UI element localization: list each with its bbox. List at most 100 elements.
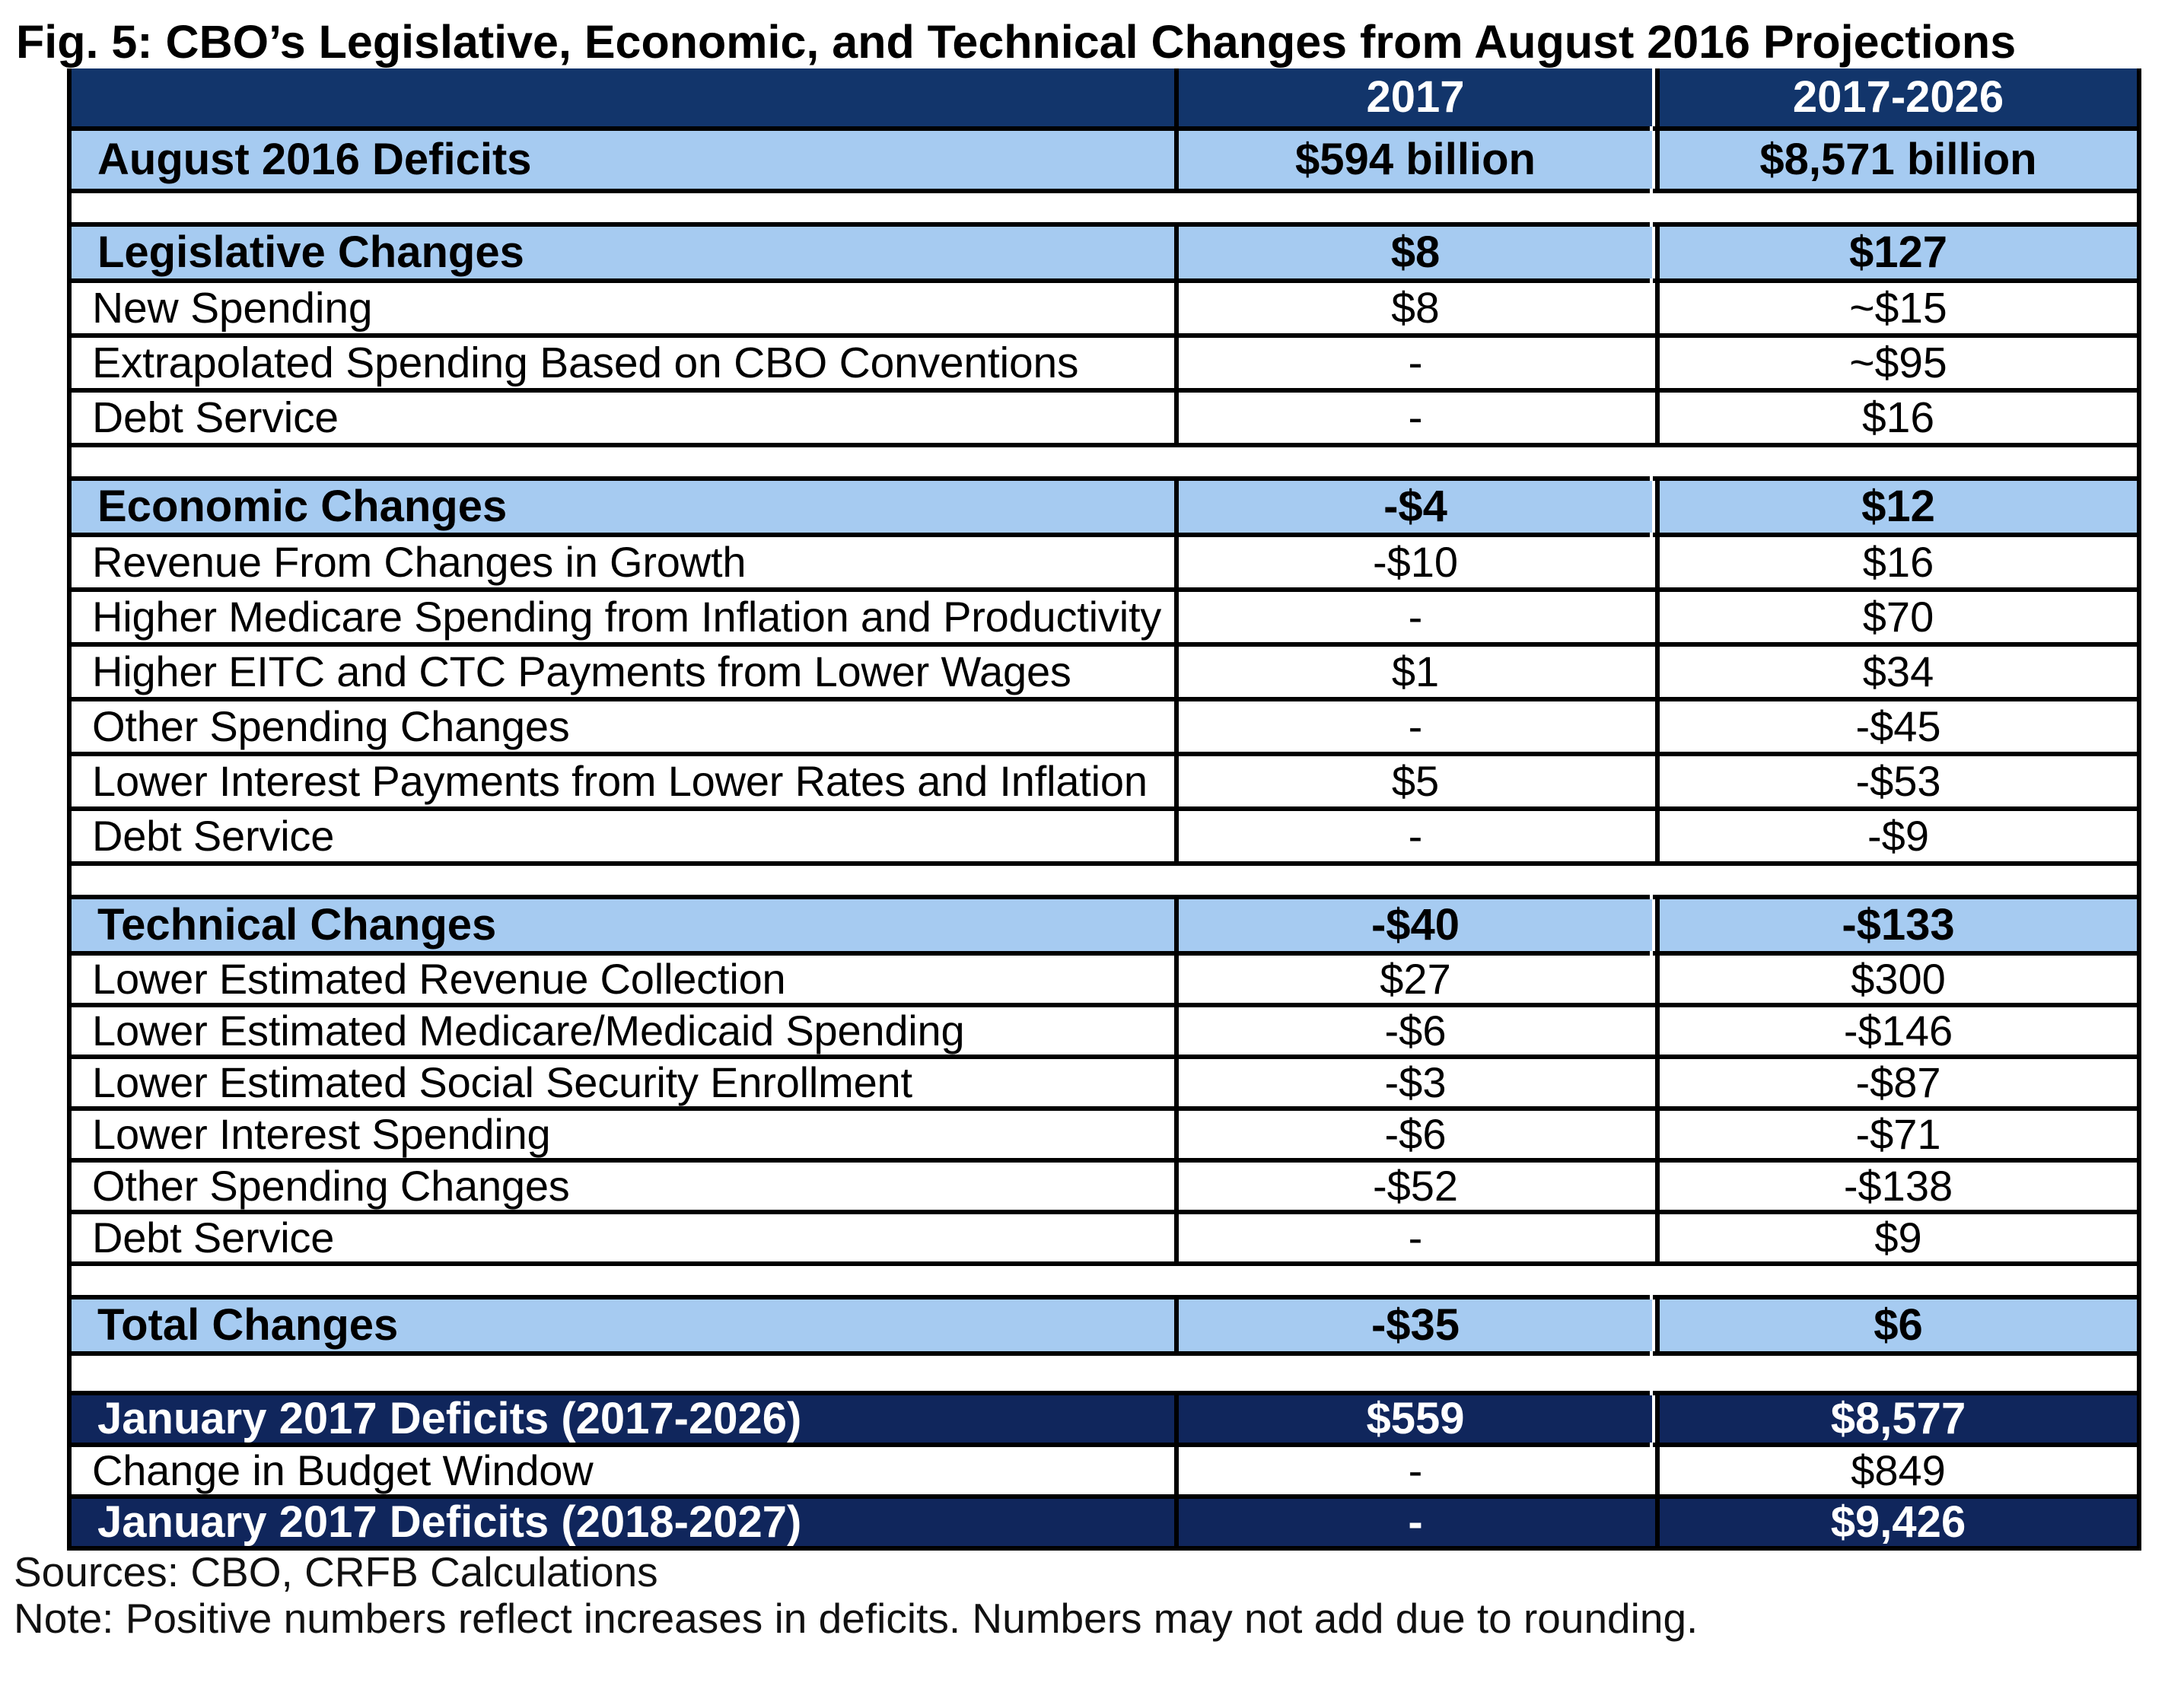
row-label-cell: Lower Interest Spending bbox=[92, 1110, 551, 1158]
column-divider-left bbox=[1174, 956, 1179, 1003]
value-2017-cell: -$52 bbox=[1372, 1162, 1459, 1210]
row-label-cell: January 2017 Deficits (2017-2026) bbox=[97, 1394, 802, 1443]
column-divider-left bbox=[1174, 131, 1179, 189]
table-row-section-header-24: Total Changes -$35 $6 bbox=[67, 1295, 2141, 1356]
value-2017-2026-cell: $9 bbox=[1874, 1214, 1922, 1261]
row-label-cell bbox=[72, 193, 1174, 222]
column-divider-right bbox=[1652, 193, 1660, 222]
column-divider-right bbox=[1652, 68, 1660, 126]
row-label-cell: Higher EITC and CTC Payments from Lower … bbox=[92, 647, 1071, 695]
row-label-cell bbox=[72, 447, 1174, 476]
column-divider-right bbox=[1652, 447, 1660, 476]
column-divider-left bbox=[1174, 899, 1179, 951]
column-divider-right bbox=[1652, 956, 1660, 1003]
table-row-line-item-17: Lower Estimated Revenue Collection $27 $… bbox=[67, 956, 2141, 1007]
value-2017-2026-cell: -$71 bbox=[1855, 1110, 1941, 1158]
column-divider-left bbox=[1174, 537, 1179, 587]
table-row-line-item-22: Debt Service - $9 bbox=[67, 1214, 2141, 1266]
column-divider-left bbox=[1174, 1059, 1179, 1106]
column-divider-right bbox=[1652, 283, 1660, 333]
value-2017-2026-cell: $16 bbox=[1862, 538, 1934, 586]
table-row-section-header-3: Legislative Changes $8 $127 bbox=[67, 222, 2141, 283]
value-2017-2026-cell: -$146 bbox=[1843, 1007, 1953, 1055]
value-2017-2026-cell: -$138 bbox=[1843, 1162, 1953, 1210]
row-label-cell: Technical Changes bbox=[97, 900, 497, 950]
value-2017-cell: -$6 bbox=[1384, 1007, 1447, 1055]
table-row-section-header-16: Technical Changes -$40 -$133 bbox=[67, 895, 2141, 956]
value-2017-2026-cell: -$9 bbox=[1867, 812, 1929, 860]
table-row-line-item-5: Extrapolated Spending Based on CBO Conve… bbox=[67, 338, 2141, 393]
row-label-cell: Lower Estimated Revenue Collection bbox=[92, 955, 786, 1003]
value-2017-2026-cell: $8,577 bbox=[1830, 1394, 1966, 1443]
rounding-note: Note: Positive numbers reflect increases… bbox=[14, 1595, 1698, 1642]
value-2017-2026-cell bbox=[1660, 193, 2137, 222]
row-label-cell: New Spending bbox=[92, 283, 373, 332]
value-2017-2026-cell: -$87 bbox=[1855, 1058, 1941, 1106]
value-2017-2026-cell: -$53 bbox=[1855, 757, 1941, 805]
value-2017-2026-cell: $12 bbox=[1861, 482, 1935, 531]
column-divider-right bbox=[1652, 1111, 1660, 1158]
row-label-cell: Extrapolated Spending Based on CBO Conve… bbox=[92, 338, 1079, 387]
value-2017-2026-cell: $849 bbox=[1851, 1446, 1946, 1494]
column-divider-left bbox=[1174, 283, 1179, 333]
table-row-line-item-13: Lower Interest Payments from Lower Rates… bbox=[67, 756, 2141, 811]
column-divider-left bbox=[1174, 701, 1179, 752]
row-label-cell: Change in Budget Window bbox=[92, 1446, 594, 1494]
column-divider-right bbox=[1652, 592, 1660, 642]
value-2017-cell: - bbox=[1408, 702, 1423, 750]
column-divider-left bbox=[1174, 1395, 1179, 1443]
value-2017-cell: $559 bbox=[1366, 1394, 1465, 1443]
row-label-cell bbox=[72, 68, 1174, 126]
table-row-august-deficits-1: August 2016 Deficits $594 billion $8,571… bbox=[67, 126, 2141, 193]
value-2017-cell bbox=[1179, 1356, 1652, 1391]
value-2017-2026-cell: $6 bbox=[1874, 1300, 1923, 1350]
column-divider-right bbox=[1652, 866, 1660, 895]
column-divider-right bbox=[1652, 756, 1660, 806]
table-row-spacer-23 bbox=[67, 1266, 2141, 1299]
value-2017-cell: - bbox=[1408, 812, 1423, 860]
row-label-cell bbox=[72, 866, 1174, 895]
row-label-cell: August 2016 Deficits bbox=[97, 135, 532, 184]
column-divider-left bbox=[1174, 338, 1179, 388]
table-row-spacer-7 bbox=[67, 447, 2141, 481]
row-label-cell: Total Changes bbox=[97, 1300, 399, 1350]
value-2017-cell: - bbox=[1408, 593, 1423, 641]
column-divider-right bbox=[1652, 393, 1660, 443]
table-row-line-item-9: Revenue From Changes in Growth -$10 $16 bbox=[67, 537, 2141, 592]
row-label-cell: Other Spending Changes bbox=[92, 702, 570, 750]
value-2017-2026-cell: $70 bbox=[1862, 593, 1934, 641]
deficit-changes-table: 2017 2017-2026 August 2016 Deficits $594… bbox=[67, 64, 2141, 1551]
column-divider-left bbox=[1174, 1111, 1179, 1158]
row-label-cell: Higher Medicare Spending from Inflation … bbox=[92, 593, 1162, 641]
table-row-navy-total-28: January 2017 Deficits (2018-2027) - $9,4… bbox=[67, 1499, 2141, 1551]
value-2017-cell: $27 bbox=[1380, 955, 1451, 1003]
column-divider-left bbox=[1174, 227, 1179, 278]
row-label-cell: Lower Estimated Medicare/Medicaid Spendi… bbox=[92, 1007, 965, 1055]
column-divider-left bbox=[1174, 1499, 1179, 1546]
value-2017-2026-cell: $34 bbox=[1862, 647, 1934, 695]
row-label-cell: Debt Service bbox=[92, 393, 339, 442]
value-2017-cell: 2017 bbox=[1366, 72, 1465, 122]
column-divider-right bbox=[1652, 131, 1660, 189]
table-row-line-item-27: Change in Budget Window - $849 bbox=[67, 1447, 2141, 1499]
column-divider-right bbox=[1652, 1499, 1660, 1546]
table-row-line-item-10: Higher Medicare Spending from Inflation … bbox=[67, 592, 2141, 647]
column-divider-right bbox=[1652, 1007, 1660, 1055]
table-row-line-item-20: Lower Interest Spending -$6 -$71 bbox=[67, 1111, 2141, 1163]
figure-title: Fig. 5: CBO’s Legislative, Economic, and… bbox=[16, 16, 2017, 68]
column-divider-right bbox=[1652, 811, 1660, 861]
table-row-line-item-12: Other Spending Changes - -$45 bbox=[67, 701, 2141, 756]
value-2017-cell: - bbox=[1408, 1446, 1423, 1494]
column-divider-right bbox=[1652, 1266, 1660, 1295]
column-divider-left bbox=[1174, 1299, 1179, 1351]
table-row-column-header-0: 2017 2017-2026 bbox=[67, 64, 2141, 131]
value-2017-cell: - bbox=[1408, 393, 1423, 442]
column-divider-right bbox=[1652, 1356, 1660, 1391]
value-2017-2026-cell: $127 bbox=[1848, 227, 1948, 277]
table-row-section-header-8: Economic Changes -$4 $12 bbox=[67, 476, 2141, 537]
value-2017-2026-cell: ~$15 bbox=[1849, 283, 1947, 332]
column-divider-right bbox=[1652, 701, 1660, 752]
column-divider-right bbox=[1652, 1163, 1660, 1210]
value-2017-cell: - bbox=[1408, 1214, 1423, 1261]
